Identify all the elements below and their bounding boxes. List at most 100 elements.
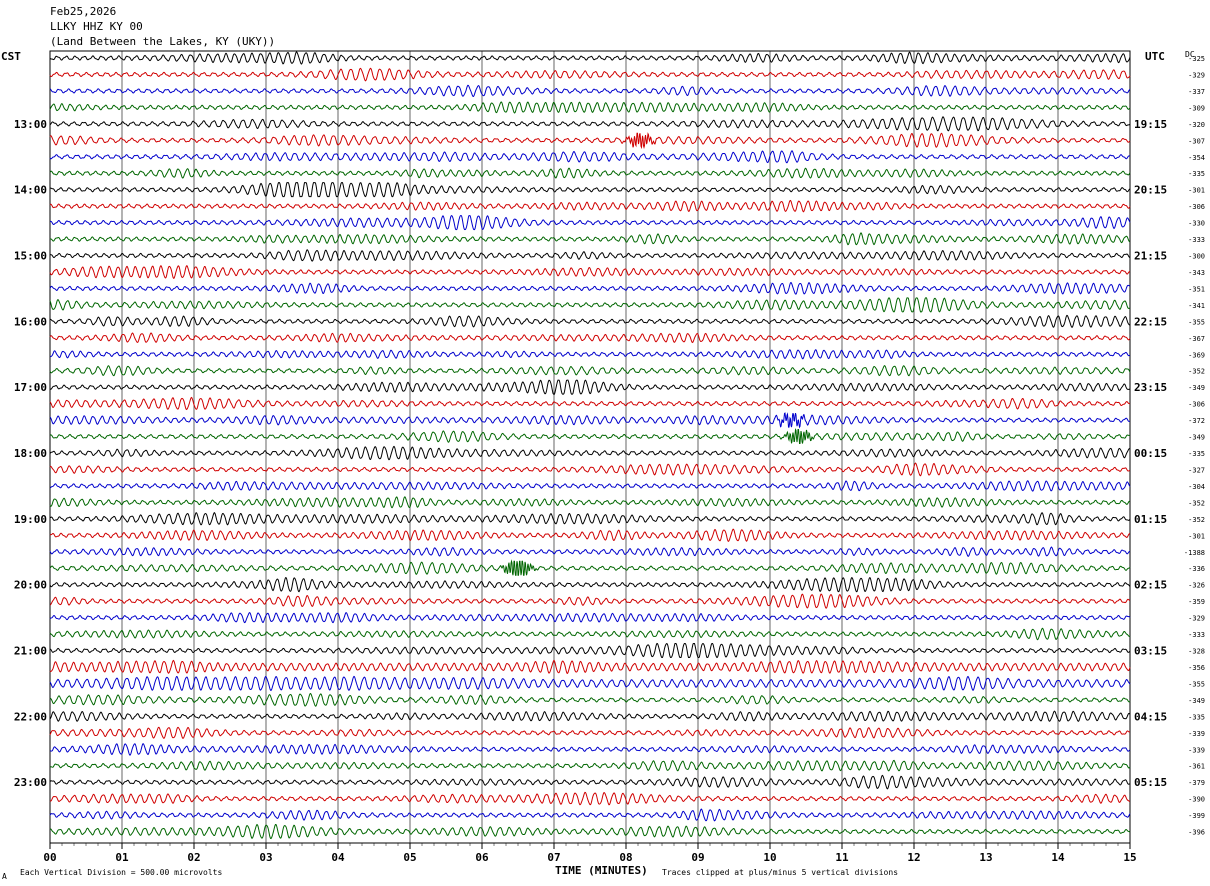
x-tick-label: 15 <box>1123 851 1136 864</box>
dc-offset-label: -301 <box>1188 532 1205 540</box>
x-tick-label: 08 <box>619 851 632 864</box>
x-tick-label: 07 <box>547 851 560 864</box>
clip-note: Traces clipped at plus/minus 5 vertical … <box>662 868 899 877</box>
dc-offset-label: -306 <box>1188 203 1205 211</box>
seismic-trace <box>49 379 1131 395</box>
seismic-trace <box>49 496 1131 509</box>
right-hour-label: 20:15 <box>1134 184 1167 197</box>
seismic-trace <box>49 675 1131 692</box>
seismic-trace <box>49 249 1131 262</box>
dc-offset-label: -1388 <box>1184 549 1205 557</box>
dc-offset-label: -309 <box>1188 104 1205 112</box>
seismic-trace <box>49 612 1131 624</box>
dc-offset-label: -335 <box>1188 713 1205 721</box>
axis-labels: 00 01 02 03 04 05 06 07 08 09 10 11 12 13 14 15 -325 -329… <box>14 55 1205 864</box>
seismic-trace <box>49 167 1131 179</box>
left-hour-label: 15:00 <box>14 250 47 263</box>
seismic-trace <box>49 692 1131 707</box>
seismic-trace <box>49 462 1131 477</box>
right-hour-label: 02:15 <box>1134 579 1167 592</box>
seismic-trace <box>49 627 1131 641</box>
dc-offset-label: -337 <box>1188 88 1205 96</box>
right-hour-label: 04:15 <box>1134 710 1167 723</box>
seismic-trace <box>49 365 1131 377</box>
scale-note: Each Vertical Division = 500.00 microvol… <box>20 868 223 877</box>
seismic-trace <box>49 116 1131 132</box>
plot-date: Feb25,2026 <box>50 5 117 18</box>
seismic-trace <box>49 199 1131 213</box>
dc-offset-label: -396 <box>1188 829 1205 837</box>
seismic-trace <box>49 659 1131 674</box>
dc-offset-label: -343 <box>1188 269 1205 277</box>
dc-offset-label: -306 <box>1188 401 1205 409</box>
seismic-trace <box>49 232 1131 246</box>
right-hour-label: 01:15 <box>1134 513 1167 526</box>
seismic-trace <box>49 791 1131 806</box>
dc-offset-label: -349 <box>1188 697 1205 705</box>
right-hour-label: 03:15 <box>1134 645 1167 658</box>
dc-offset-label: -325 <box>1188 55 1205 63</box>
dc-offset-label: -379 <box>1188 779 1205 787</box>
seismic-trace <box>49 512 1131 526</box>
dc-offset-label: -300 <box>1188 253 1205 261</box>
seismic-trace <box>49 480 1131 492</box>
seismic-trace <box>49 823 1131 840</box>
seismic-trace <box>49 214 1131 231</box>
dc-offset-label: -372 <box>1188 417 1205 425</box>
x-tick-label: 14 <box>1051 851 1065 864</box>
station-code: LLKY HHZ KY 00 <box>50 20 143 33</box>
left-hour-label: 17:00 <box>14 381 47 394</box>
dc-offset-label: -341 <box>1188 302 1205 310</box>
left-hour-label: 20:00 <box>14 579 47 592</box>
seismic-trace <box>49 774 1131 790</box>
station-location: (Land Between the Lakes, KY (UKY)) <box>50 35 276 48</box>
seismic-trace <box>49 559 1131 576</box>
dc-offset-label: -361 <box>1188 763 1205 771</box>
seismic-trace <box>49 150 1131 164</box>
x-tick-label: 11 <box>835 851 849 864</box>
dc-offset-label: -327 <box>1188 466 1205 474</box>
dc-offset-label: -354 <box>1188 154 1205 162</box>
dc-offset-label: -356 <box>1188 664 1205 672</box>
plot-frame <box>49 50 1131 844</box>
right-hour-label: 05:15 <box>1134 776 1167 789</box>
right-hour-label: 23:15 <box>1134 381 1167 394</box>
x-tick-label: 12 <box>907 851 920 864</box>
seismic-trace <box>49 349 1131 360</box>
dc-offset-label: -349 <box>1188 384 1205 392</box>
left-hour-label: 13:00 <box>14 118 47 131</box>
seismic-trace <box>49 101 1131 114</box>
dc-offset-label: -307 <box>1188 137 1205 145</box>
dc-offset-label: -369 <box>1188 351 1205 359</box>
seismic-trace <box>49 528 1131 543</box>
dc-offset-label: -335 <box>1188 170 1205 178</box>
right-hour-label: 22:15 <box>1134 315 1167 328</box>
dc-offset-label: -326 <box>1188 582 1205 590</box>
x-tick-label: 13 <box>979 851 992 864</box>
left-hour-label: 21:00 <box>14 645 47 658</box>
dc-offset-label: -367 <box>1188 335 1205 343</box>
seismic-trace <box>49 265 1131 279</box>
x-axis-label: TIME (MINUTES) <box>555 864 648 877</box>
dc-offset-label: -359 <box>1188 598 1205 606</box>
seismic-trace <box>49 759 1131 772</box>
right-hour-label: 21:15 <box>1134 250 1167 263</box>
x-tick-label: 01 <box>115 851 129 864</box>
seismic-trace <box>49 297 1131 313</box>
dc-offset-label: -320 <box>1188 121 1205 129</box>
left-hour-label: 23:00 <box>14 776 47 789</box>
x-tick-label: 00 <box>43 851 56 864</box>
seismic-trace <box>49 281 1131 295</box>
seismic-trace <box>49 546 1131 557</box>
seismic-trace <box>49 51 1131 65</box>
dc-offset-label: -352 <box>1188 368 1205 376</box>
dc-offset-label: -333 <box>1188 236 1205 244</box>
dc-offset-label: -333 <box>1188 631 1205 639</box>
grid <box>49 50 1131 849</box>
left-hour-label: 18:00 <box>14 447 47 460</box>
dc-offset-label: -351 <box>1188 285 1205 293</box>
dc-offset-label: -339 <box>1188 730 1205 738</box>
dc-offset-label: -355 <box>1188 680 1205 688</box>
dc-offset-label: -304 <box>1188 483 1205 491</box>
